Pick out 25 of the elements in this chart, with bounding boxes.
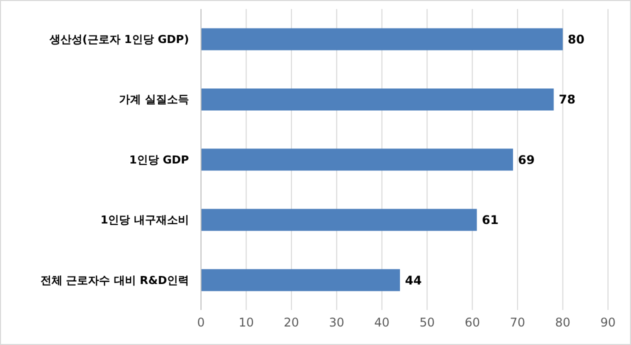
y-tick-label: 생산성(근로자 1인당 GDP) bbox=[48, 33, 189, 46]
x-tick-label: 10 bbox=[238, 316, 254, 330]
bar bbox=[201, 269, 400, 292]
x-tick-label: 90 bbox=[600, 316, 616, 330]
x-tick-label: 0 bbox=[197, 316, 205, 330]
data-label: 69 bbox=[518, 152, 535, 167]
x-tick-label: 30 bbox=[329, 316, 344, 330]
data-label: 61 bbox=[482, 213, 499, 228]
x-tick-label: 40 bbox=[374, 316, 390, 330]
y-tick-label: 가계 실질소득 bbox=[119, 93, 189, 106]
x-tick-label: 60 bbox=[464, 316, 480, 330]
y-tick-label: 1인당 내구재소비 bbox=[100, 214, 189, 227]
x-tick-label: 50 bbox=[419, 316, 435, 330]
data-label: 78 bbox=[558, 92, 576, 107]
bar bbox=[201, 28, 563, 50]
bar bbox=[201, 208, 477, 231]
bar bbox=[201, 88, 554, 110]
x-tick-label: 20 bbox=[284, 316, 300, 330]
data-label: 80 bbox=[568, 32, 584, 47]
y-tick-label: 전체 근로자수 대비 R&D인력 bbox=[40, 274, 189, 287]
y-tick-label: 1인당 GDP bbox=[129, 153, 189, 166]
x-tick-label: 70 bbox=[510, 316, 526, 330]
bar bbox=[201, 148, 514, 171]
x-tick-label: 80 bbox=[555, 316, 570, 330]
data-label: 44 bbox=[404, 273, 422, 288]
